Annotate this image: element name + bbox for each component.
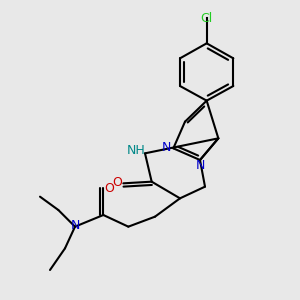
- Text: N: N: [195, 159, 205, 172]
- Text: Cl: Cl: [200, 12, 213, 25]
- Text: O: O: [104, 182, 114, 195]
- Text: O: O: [112, 176, 122, 189]
- Text: N: N: [162, 141, 171, 154]
- Text: NH: NH: [127, 144, 146, 157]
- Text: N: N: [70, 219, 80, 232]
